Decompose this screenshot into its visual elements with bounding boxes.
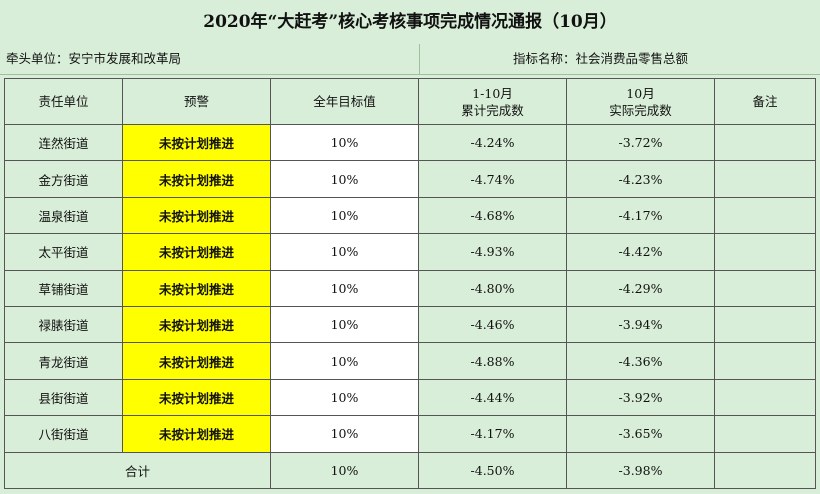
cell-target: 10%	[270, 160, 419, 198]
cell-unit: 青龙街道	[4, 342, 123, 380]
table-row: 连然街道 未按计划推进 10% -4.24% -3.72%	[4, 123, 816, 162]
table-row: 金方街道 未按计划推进 10% -4.74% -4.23%	[4, 160, 816, 198]
cell-warning: 未按计划推进	[122, 378, 271, 417]
cell-target: 10%	[270, 196, 419, 235]
cell-unit: 禄脿街道	[4, 305, 123, 344]
report-table: 责任单位 预警 全年目标值 1-10月 累计完成数 10月 实际完成数 备注 连…	[4, 78, 816, 489]
table-row: 太平街道 未按计划推进 10% -4.93% -4.42%	[4, 233, 816, 271]
cell-remark	[714, 196, 816, 235]
cell-remark	[714, 160, 816, 198]
cell-warning: 未按计划推进	[122, 305, 271, 344]
cell-cumulative: -4.17%	[418, 415, 567, 453]
cell-cumulative: -4.68%	[418, 196, 567, 235]
header-target: 全年目标值	[270, 78, 419, 125]
cell-cumulative: -4.44%	[418, 378, 567, 417]
cell-warning: 未按计划推进	[122, 196, 271, 235]
cell-remark	[714, 378, 816, 417]
cell-actual: -4.42%	[566, 233, 715, 271]
table-row: 青龙街道 未按计划推进 10% -4.88% -4.36%	[4, 342, 816, 380]
total-remark	[714, 451, 816, 489]
header-cumulative-line1: 1-10月	[472, 85, 513, 101]
cell-target: 10%	[270, 305, 419, 344]
table-row: 禄脿街道 未按计划推进 10% -4.46% -3.94%	[4, 305, 816, 344]
cell-unit: 草铺街道	[4, 269, 123, 307]
total-target: 10%	[270, 451, 419, 489]
cell-cumulative: -4.93%	[418, 233, 567, 271]
cell-remark	[714, 305, 816, 344]
cell-actual: -4.29%	[566, 269, 715, 307]
cell-unit: 太平街道	[4, 233, 123, 271]
cell-actual: -3.72%	[566, 123, 715, 162]
cell-remark	[714, 123, 816, 162]
cell-unit: 金方街道	[4, 160, 123, 198]
cell-target: 10%	[270, 415, 419, 453]
cell-unit: 温泉街道	[4, 196, 123, 235]
cell-remark	[714, 415, 816, 453]
cell-remark	[714, 233, 816, 271]
table-row: 县街街道 未按计划推进 10% -4.44% -3.92%	[4, 378, 816, 417]
cell-actual: -3.65%	[566, 415, 715, 453]
cell-target: 10%	[270, 342, 419, 380]
cell-actual: -4.17%	[566, 196, 715, 235]
table-row: 草铺街道 未按计划推进 10% -4.80% -4.29%	[4, 269, 816, 307]
cell-warning: 未按计划推进	[122, 342, 271, 380]
indicator-name: 指标名称：社会消费品零售总额	[513, 51, 689, 66]
table-row: 八街街道 未按计划推进 10% -4.17% -3.65%	[4, 415, 816, 453]
cell-warning: 未按计划推进	[122, 123, 271, 162]
cell-unit: 县街街道	[4, 378, 123, 417]
cell-cumulative: -4.24%	[418, 123, 567, 162]
cell-target: 10%	[270, 123, 419, 162]
table-row: 温泉街道 未按计划推进 10% -4.68% -4.17%	[4, 196, 816, 235]
cell-cumulative: -4.80%	[418, 269, 567, 307]
cell-actual: -4.23%	[566, 160, 715, 198]
header-warning: 预警	[122, 78, 271, 125]
header-row: 责任单位 预警 全年目标值 1-10月 累计完成数 10月 实际完成数 备注	[4, 78, 816, 125]
cell-unit: 连然街道	[4, 123, 123, 162]
header-actual-line1: 10月	[626, 85, 655, 101]
cell-warning: 未按计划推进	[122, 233, 271, 271]
cell-cumulative: -4.46%	[418, 305, 567, 344]
total-cumulative: -4.50%	[418, 451, 567, 489]
header-unit: 责任单位	[4, 78, 123, 125]
cell-remark	[714, 269, 816, 307]
total-row: 合计 10% -4.50% -3.98%	[4, 451, 816, 489]
cell-target: 10%	[270, 269, 419, 307]
cell-cumulative: -4.88%	[418, 342, 567, 380]
report-title: 2020年“大赶考”核心考核事项完成情况通报（10月）	[0, 0, 820, 45]
cell-warning: 未按计划推进	[122, 415, 271, 453]
cell-remark	[714, 342, 816, 380]
cell-warning: 未按计划推进	[122, 160, 271, 198]
header-actual-line2: 实际完成数	[609, 102, 672, 118]
cell-target: 10%	[270, 233, 419, 271]
header-actual: 10月 实际完成数	[566, 78, 715, 125]
header-cumulative-line2: 累计完成数	[461, 102, 524, 118]
cell-warning: 未按计划推进	[122, 269, 271, 307]
header-remark: 备注	[714, 78, 816, 125]
cell-actual: -3.94%	[566, 305, 715, 344]
cell-actual: -3.92%	[566, 378, 715, 417]
total-label: 合计	[4, 451, 271, 489]
cell-actual: -4.36%	[566, 342, 715, 380]
cell-cumulative: -4.74%	[418, 160, 567, 198]
header-cumulative: 1-10月 累计完成数	[418, 78, 567, 125]
meta-divider	[419, 44, 420, 74]
cell-target: 10%	[270, 378, 419, 417]
meta-row: 牵头单位：安宁市发展和改革局 指标名称：社会消费品零售总额	[0, 44, 820, 75]
cell-unit: 八街街道	[4, 415, 123, 453]
lead-unit: 牵头单位：安宁市发展和改革局	[6, 51, 182, 66]
total-actual: -3.98%	[566, 451, 715, 489]
